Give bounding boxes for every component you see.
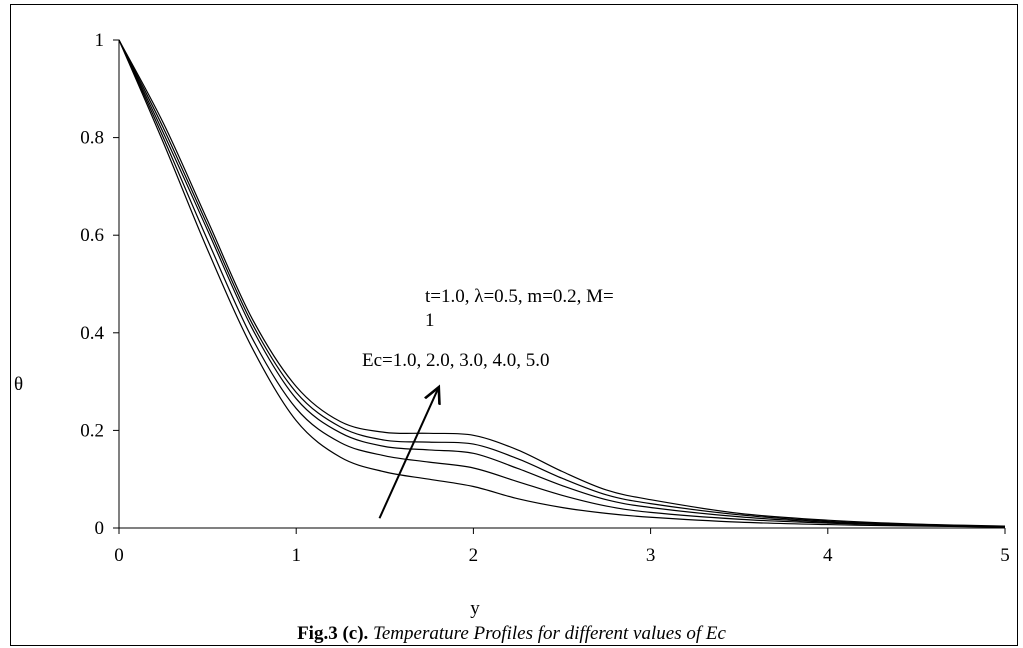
figure-frame: [10, 4, 1018, 646]
axes-layer: [118, 40, 1005, 529]
ec-values-annotation: Ec=1.0, 2.0, 3.0, 4.0, 5.0: [362, 350, 550, 371]
parameters-annotation-line1: t=1.0, λ=0.5, m=0.2, M=: [425, 286, 614, 307]
x-tick-label: 4: [823, 545, 833, 566]
y-tick-label: 0.4: [80, 323, 104, 344]
x-tick-label: 3: [646, 545, 656, 566]
y-tick-label: 0: [95, 518, 105, 539]
y-tick-label: 1: [95, 30, 105, 51]
increasing-ec-arrow: [378, 389, 437, 519]
ticks-layer: 0 1 2 3 4 5 0 0.2 0.4 0.6 0.8 1: [80, 30, 1010, 566]
temperature-curve-1: [118, 39, 1006, 528]
caption-label: Fig.3 (c).: [297, 623, 369, 644]
y-tick-label: 0.8: [80, 128, 104, 149]
parameters-annotation-line2: 1: [425, 310, 435, 331]
temperature-curve-3: [118, 39, 1006, 528]
temperature-curve-2: [118, 39, 1006, 528]
y-tick-label: 0.6: [80, 225, 104, 246]
x-tick-label: 5: [1000, 545, 1010, 566]
temperature-curve-5: [118, 39, 1006, 527]
x-tick-label: 0: [114, 545, 124, 566]
temperature-curve-4: [118, 39, 1006, 528]
x-tick-label: 1: [291, 545, 301, 566]
curves-layer: [118, 39, 1006, 528]
x-tick-label: 2: [469, 545, 479, 566]
y-tick-label: 0.2: [80, 420, 104, 441]
x-axis-label: y: [470, 598, 480, 619]
y-axis-label: θ: [14, 374, 23, 395]
caption-text: Temperature Profiles for different value…: [368, 623, 726, 644]
figure-caption: Fig.3 (c). Temperature Profiles for diff…: [0, 624, 1023, 644]
